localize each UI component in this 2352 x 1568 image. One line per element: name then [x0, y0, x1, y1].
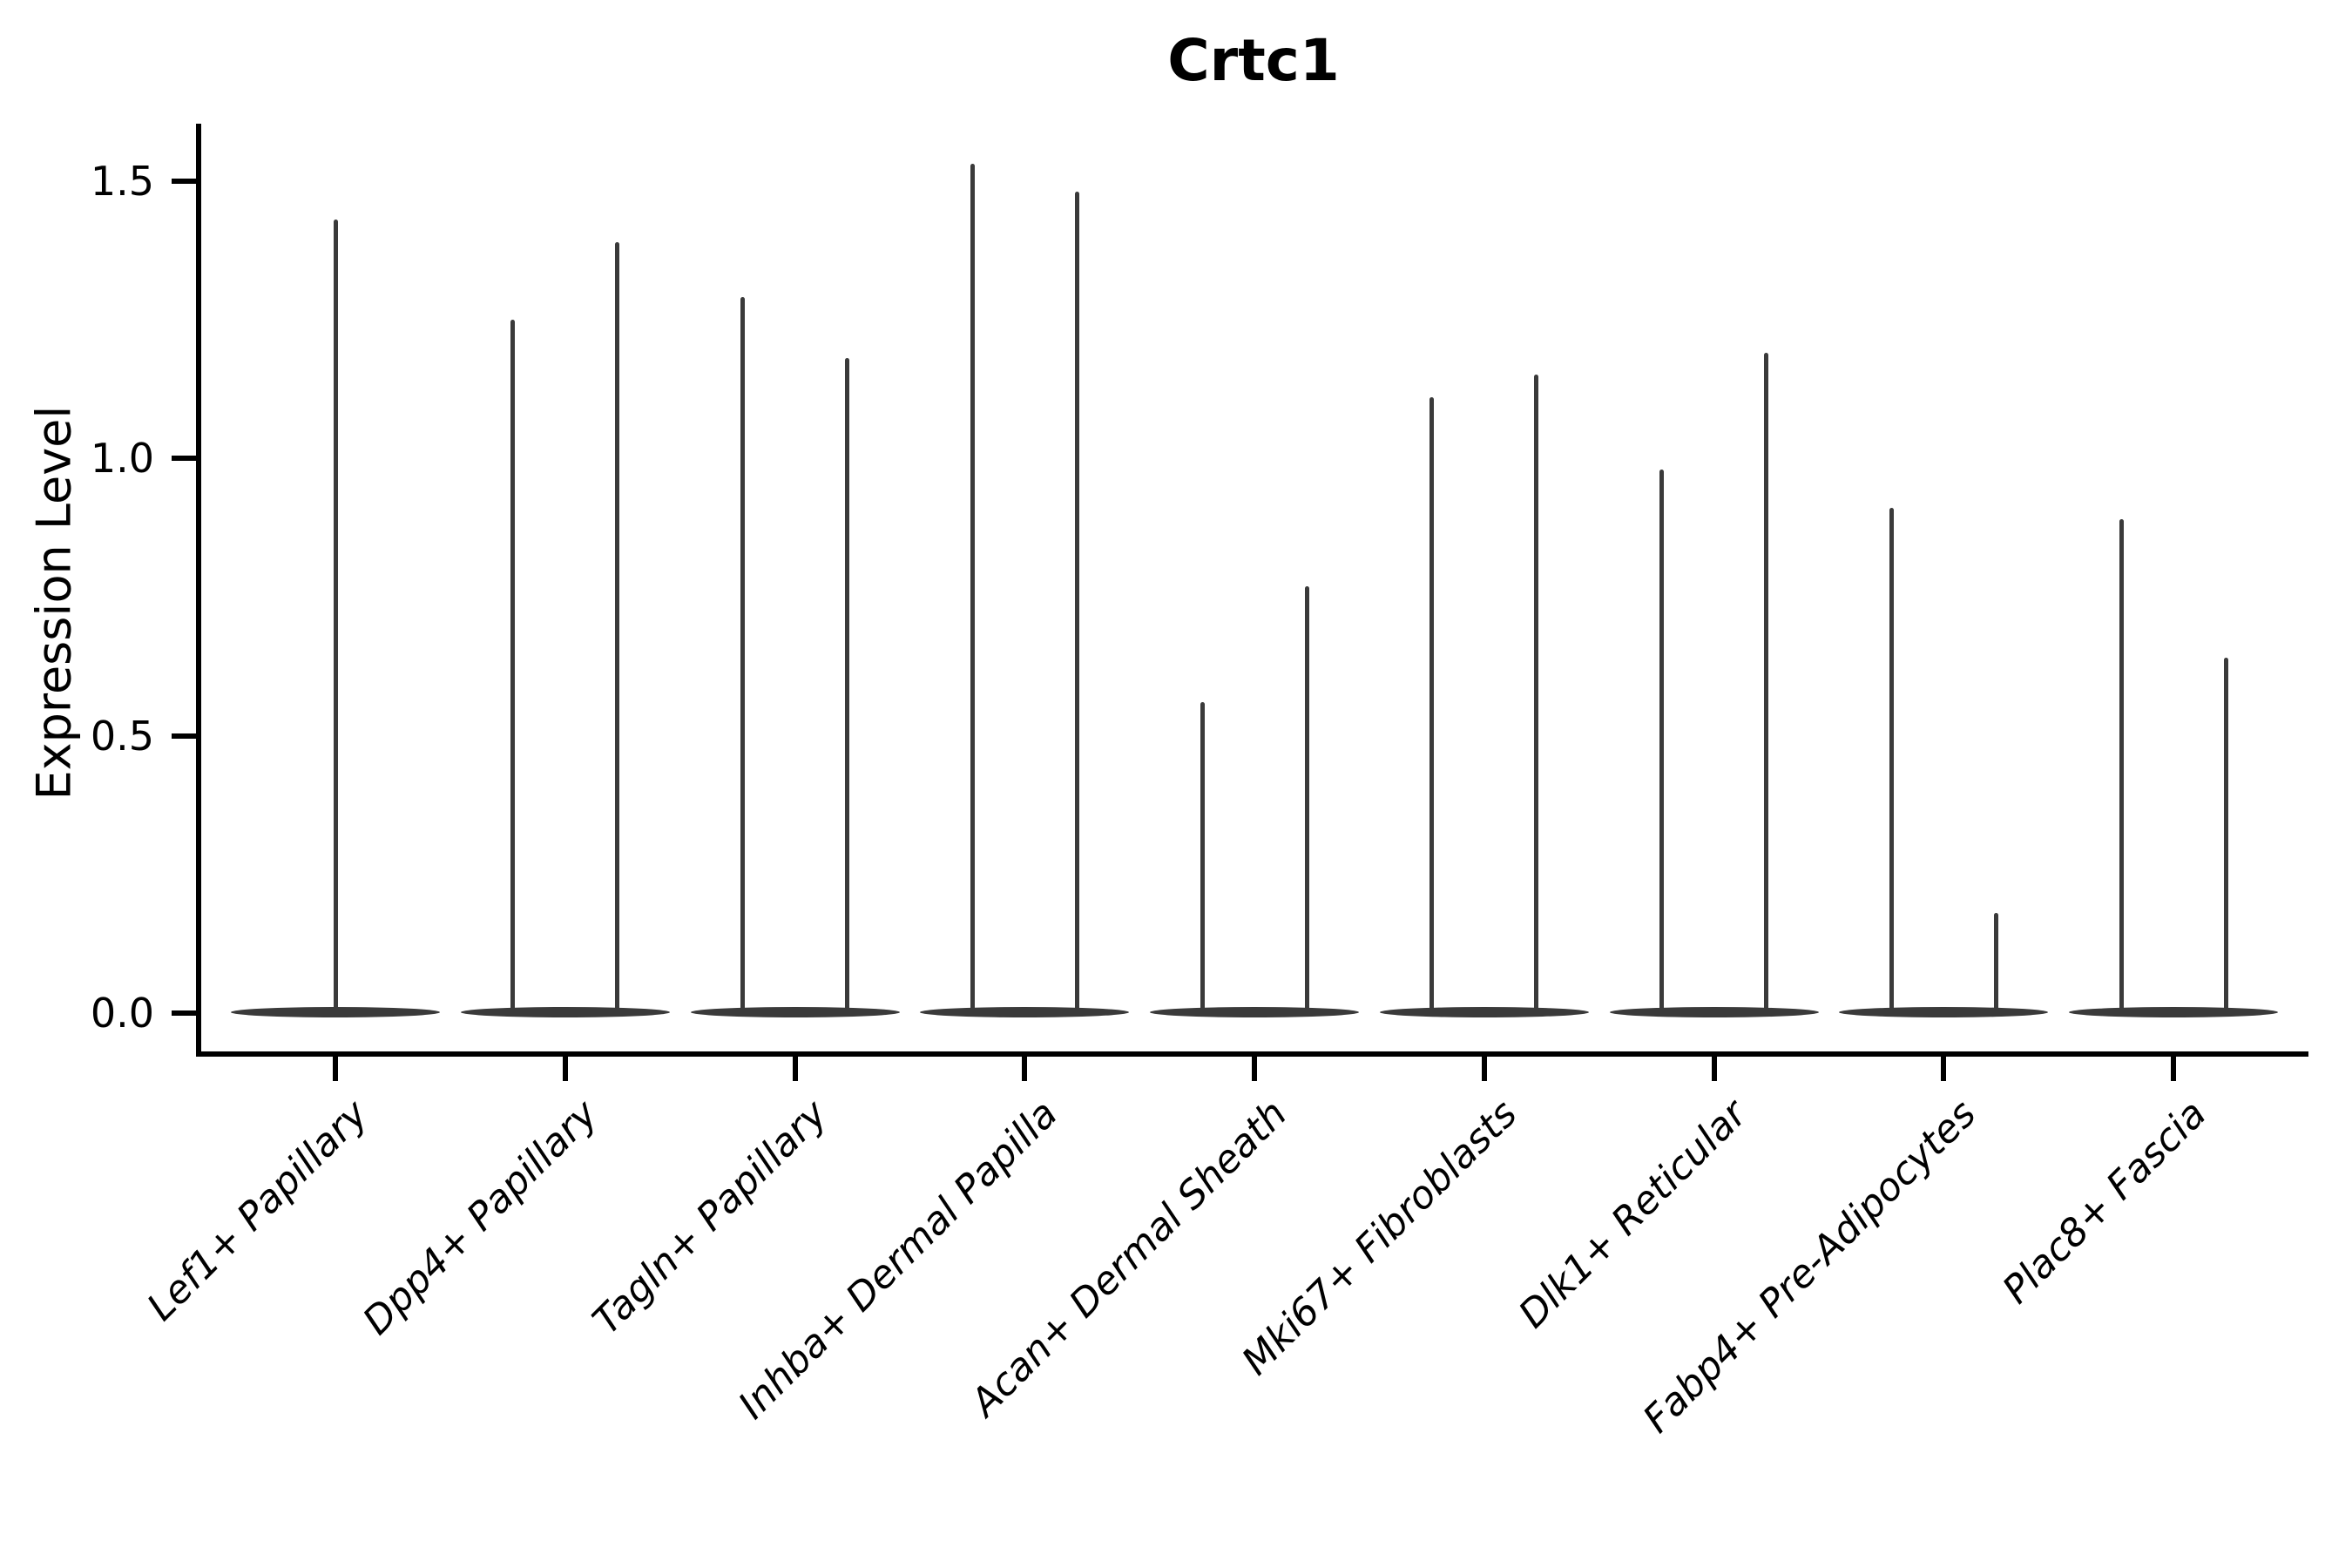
violin-body [2069, 1007, 2278, 1017]
y-tick-mark [172, 456, 196, 461]
violin-tail-spike [845, 358, 849, 1016]
violin-tail-spike [2119, 519, 2124, 1016]
x-tick-mark [1941, 1057, 1947, 1081]
violin-body [1379, 1007, 1589, 1017]
y-tick-label: 0.5 [90, 712, 154, 760]
violin-tail-spike [1429, 396, 1435, 1016]
violin-body [1150, 1007, 1359, 1017]
y-tick-label: 0.0 [90, 990, 154, 1037]
violin-body [1839, 1007, 2049, 1017]
x-tick-label: Dpp4+ Papillary [354, 1092, 606, 1344]
x-tick-label: Lef1+ Papillary [139, 1092, 377, 1330]
violin-tail-spike [510, 319, 516, 1016]
plot-title: Crtc1 [1167, 27, 1340, 94]
y-axis-line [196, 124, 201, 1057]
x-tick-mark [333, 1057, 338, 1081]
x-tick-mark [1481, 1057, 1487, 1081]
x-tick-mark [2171, 1057, 2176, 1081]
x-tick-label: Tagln+ Papillary [585, 1092, 836, 1343]
violin-tail-spike [1534, 375, 1539, 1016]
violin-tail-spike [2223, 658, 2228, 1016]
x-tick-label: Dlk1+ Reticular [1510, 1092, 1755, 1337]
violin-tail-spike [1074, 192, 1079, 1016]
violin-body [460, 1007, 670, 1017]
violin-body [690, 1007, 900, 1017]
violin-tail-spike [1200, 702, 1205, 1016]
x-tick-mark [562, 1057, 568, 1081]
violin-tail-spike [1304, 585, 1309, 1016]
violin-tail-spike [1659, 469, 1664, 1016]
x-tick-mark [1022, 1057, 1028, 1081]
y-axis-label: Expression Level [26, 405, 82, 801]
violin-body [920, 1007, 1130, 1017]
y-tick-mark [172, 178, 196, 184]
x-tick-label: Plac8+ Fascia [1993, 1092, 2215, 1313]
y-tick-mark [172, 1010, 196, 1016]
y-tick-label: 1.0 [90, 435, 154, 482]
violin-tail-spike [1764, 352, 1768, 1016]
x-tick-mark [1711, 1057, 1717, 1081]
y-tick-label: 1.5 [90, 157, 154, 205]
x-tick-mark [792, 1057, 798, 1081]
violin-tail-spike [740, 297, 745, 1016]
violin-tail-spike [1993, 913, 1998, 1016]
x-tick-mark [1252, 1057, 1257, 1081]
violin-tail-spike [615, 241, 620, 1016]
violin-tail-spike [970, 164, 975, 1016]
x-axis-line [196, 1051, 2308, 1057]
violin-tail-spike [1889, 508, 1894, 1016]
violin-body [1609, 1007, 1819, 1017]
y-tick-mark [172, 733, 196, 739]
violin-tail-spike [333, 220, 338, 1016]
